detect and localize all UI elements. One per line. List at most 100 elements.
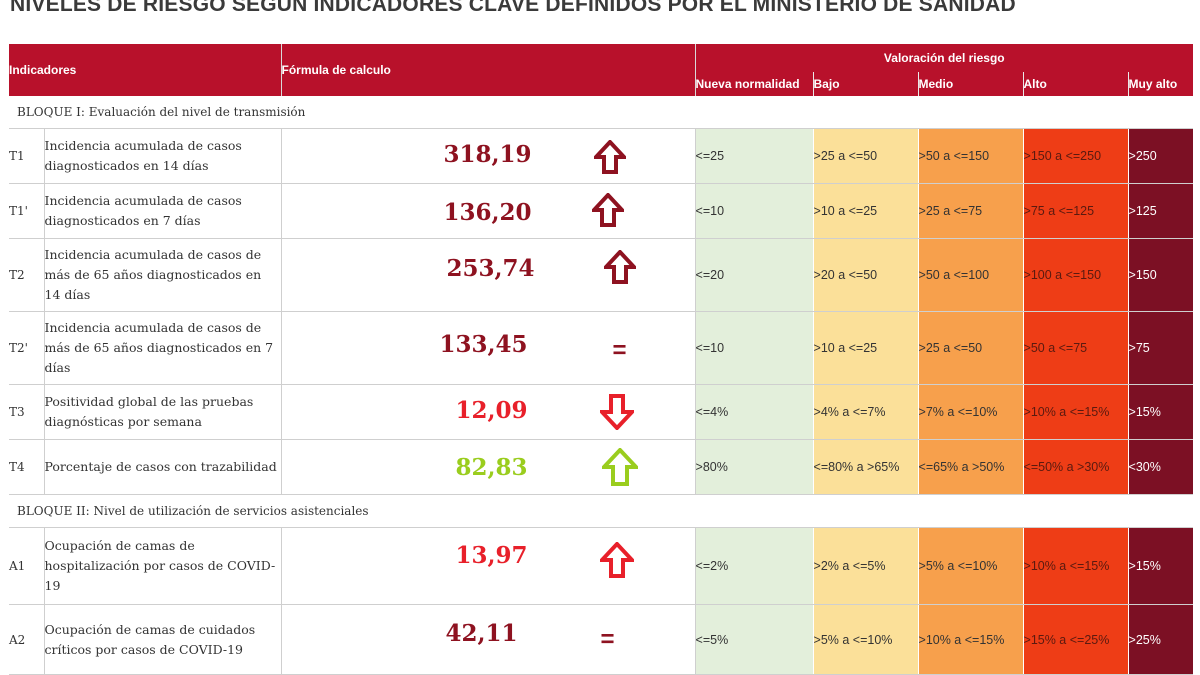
range-muy-alto: >150 (1127, 238, 1194, 312)
formula-cell: 133,45 = (281, 311, 696, 385)
indicator-code: T1' (9, 183, 45, 239)
table-row: T2' Incidencia acumulada de casos de más… (9, 311, 1194, 385)
formula-cell: 318,19 (281, 128, 696, 184)
formula-cell: 253,74 (281, 238, 696, 312)
page-title: NIVELES DE RIESGO SEGÚN INDICADORES CLAV… (10, 0, 1016, 16)
range-medio: >7% a <=10% (917, 384, 1024, 440)
indicator-value: 133,45 (439, 331, 528, 358)
range-alto: >10% a <=15% (1022, 384, 1129, 440)
indicator-value: 318,19 (443, 141, 532, 168)
indicator-value: 136,20 (443, 199, 532, 226)
range-alto: >75 a <=125 (1022, 183, 1129, 239)
range-muy-alto: >250 (1127, 128, 1194, 184)
trend-equal-icon: = (600, 626, 615, 653)
indicator-name: Incidencia acumulada de casos de más de … (44, 238, 282, 312)
range-nueva-normalidad: <=20 (694, 238, 814, 312)
indicator-name: Porcentaje de casos con trazabilidad (44, 439, 282, 495)
range-medio: >50 a <=150 (917, 128, 1024, 184)
range-muy-alto: >15% (1127, 384, 1194, 440)
indicator-value: 42,11 (445, 620, 518, 647)
range-bajo: >2% a <=5% (812, 527, 919, 605)
indicator-code: T2 (9, 238, 45, 312)
range-nueva-normalidad: >80% (694, 439, 814, 495)
header-indicadores: Indicadores (9, 44, 282, 96)
indicator-value: 13,97 (455, 542, 528, 569)
range-alto: >150 a <=250 (1022, 128, 1129, 184)
indicator-code: T3 (9, 384, 45, 440)
range-bajo: >10 a <=25 (812, 183, 919, 239)
trend-up-icon (599, 542, 634, 578)
range-bajo: >4% a <=7% (812, 384, 919, 440)
range-medio: >25 a <=50 (917, 311, 1024, 385)
risk-levels-table: Indicadores Fórmula de calculo Valoració… (9, 44, 1194, 675)
range-nueva-normalidad: <=2% (694, 527, 814, 605)
range-alto: >15% a <=25% (1022, 604, 1129, 675)
indicator-name: Positividad global de las pruebas diagnó… (44, 384, 282, 440)
indicator-name: Incidencia acumulada de casos diagnostic… (44, 183, 282, 239)
table-row: T4 Porcentaje de casos con trazabilidad … (9, 439, 1194, 495)
indicator-name: Incidencia acumulada de casos de más de … (44, 311, 282, 385)
formula-cell: 136,20 (281, 183, 696, 239)
range-bajo: >5% a <=10% (812, 604, 919, 675)
range-muy-alto: >75 (1127, 311, 1194, 385)
range-bajo: >20 a <=50 (812, 238, 919, 312)
range-muy-alto: <30% (1127, 439, 1194, 495)
range-alto: >50 a <=75 (1022, 311, 1129, 385)
formula-cell: 42,11 = (281, 604, 696, 675)
range-muy-alto: >125 (1127, 183, 1194, 239)
indicator-value: 12,09 (455, 397, 528, 424)
table-row: T1 Incidencia acumulada de casos diagnos… (9, 128, 1194, 184)
header-level-nueva-normalidad: Nueva normalidad (694, 72, 814, 96)
trend-equal-icon: = (612, 337, 627, 364)
indicator-code: T1 (9, 128, 45, 184)
formula-cell: 82,83 (281, 439, 696, 495)
indicator-name: Incidencia acumulada de casos diagnostic… (44, 128, 282, 184)
indicator-name: Ocupación de camas de cuidados críticos … (44, 604, 282, 675)
indicator-code: T4 (9, 439, 45, 495)
range-medio: >5% a <=10% (917, 527, 1024, 605)
indicator-value: 253,74 (446, 255, 535, 282)
indicator-code: T2' (9, 311, 45, 385)
range-muy-alto: >25% (1127, 604, 1194, 675)
table-row: T3 Positividad global de las pruebas dia… (9, 384, 1194, 440)
range-alto: >10% a <=15% (1022, 527, 1129, 605)
range-medio: >10% a <=15% (917, 604, 1024, 675)
header-level-bajo: Bajo (812, 72, 919, 96)
header-level-alto: Alto (1022, 72, 1129, 96)
range-medio: >25 a <=75 (917, 183, 1024, 239)
trend-up-icon (603, 250, 636, 284)
formula-cell: 12,09 (281, 384, 696, 440)
indicator-name: Ocupación de camas de hospitalización po… (44, 527, 282, 605)
range-nueva-normalidad: <=5% (694, 604, 814, 675)
range-muy-alto: >15% (1127, 527, 1194, 605)
trend-up-icon (601, 448, 638, 486)
header-formula: Fórmula de calculo (281, 44, 696, 96)
indicator-code: A2 (9, 604, 45, 675)
table-row: A2 Ocupación de camas de cuidados crític… (9, 604, 1194, 675)
range-alto: <=50% a >30% (1022, 439, 1129, 495)
range-nueva-normalidad: <=10 (694, 311, 814, 385)
bloque-1-label: BLOQUE I: Evaluación del nivel de transm… (9, 96, 1194, 129)
range-bajo: >10 a <=25 (812, 311, 919, 385)
range-nueva-normalidad: <=10 (694, 183, 814, 239)
indicator-code: A1 (9, 527, 45, 605)
range-nueva-normalidad: <=4% (694, 384, 814, 440)
bloque-2-label: BLOQUE II: Nivel de utilización de servi… (9, 494, 1194, 528)
header-level-muy-alto: Muy alto (1127, 72, 1194, 96)
trend-up-icon (591, 193, 624, 227)
formula-cell: 13,97 (281, 527, 696, 605)
range-alto: >100 a <=150 (1022, 238, 1129, 312)
trend-down-icon (599, 394, 634, 430)
header-level-medio: Medio (917, 72, 1024, 96)
table-row: T2 Incidencia acumulada de casos de más … (9, 238, 1194, 312)
header-valoracion: Valoración del riesgo (695, 44, 1194, 72)
range-medio: >50 a <=100 (917, 238, 1024, 312)
range-medio: <=65% a >50% (917, 439, 1024, 495)
range-bajo: <=80% a >65% (812, 439, 919, 495)
trend-up-icon (593, 140, 626, 174)
table-row: T1' Incidencia acumulada de casos diagno… (9, 183, 1194, 239)
range-nueva-normalidad: <=25 (694, 128, 814, 184)
indicator-value: 82,83 (455, 454, 528, 481)
range-bajo: >25 a <=50 (812, 128, 919, 184)
table-row: A1 Ocupación de camas de hospitalización… (9, 527, 1194, 605)
